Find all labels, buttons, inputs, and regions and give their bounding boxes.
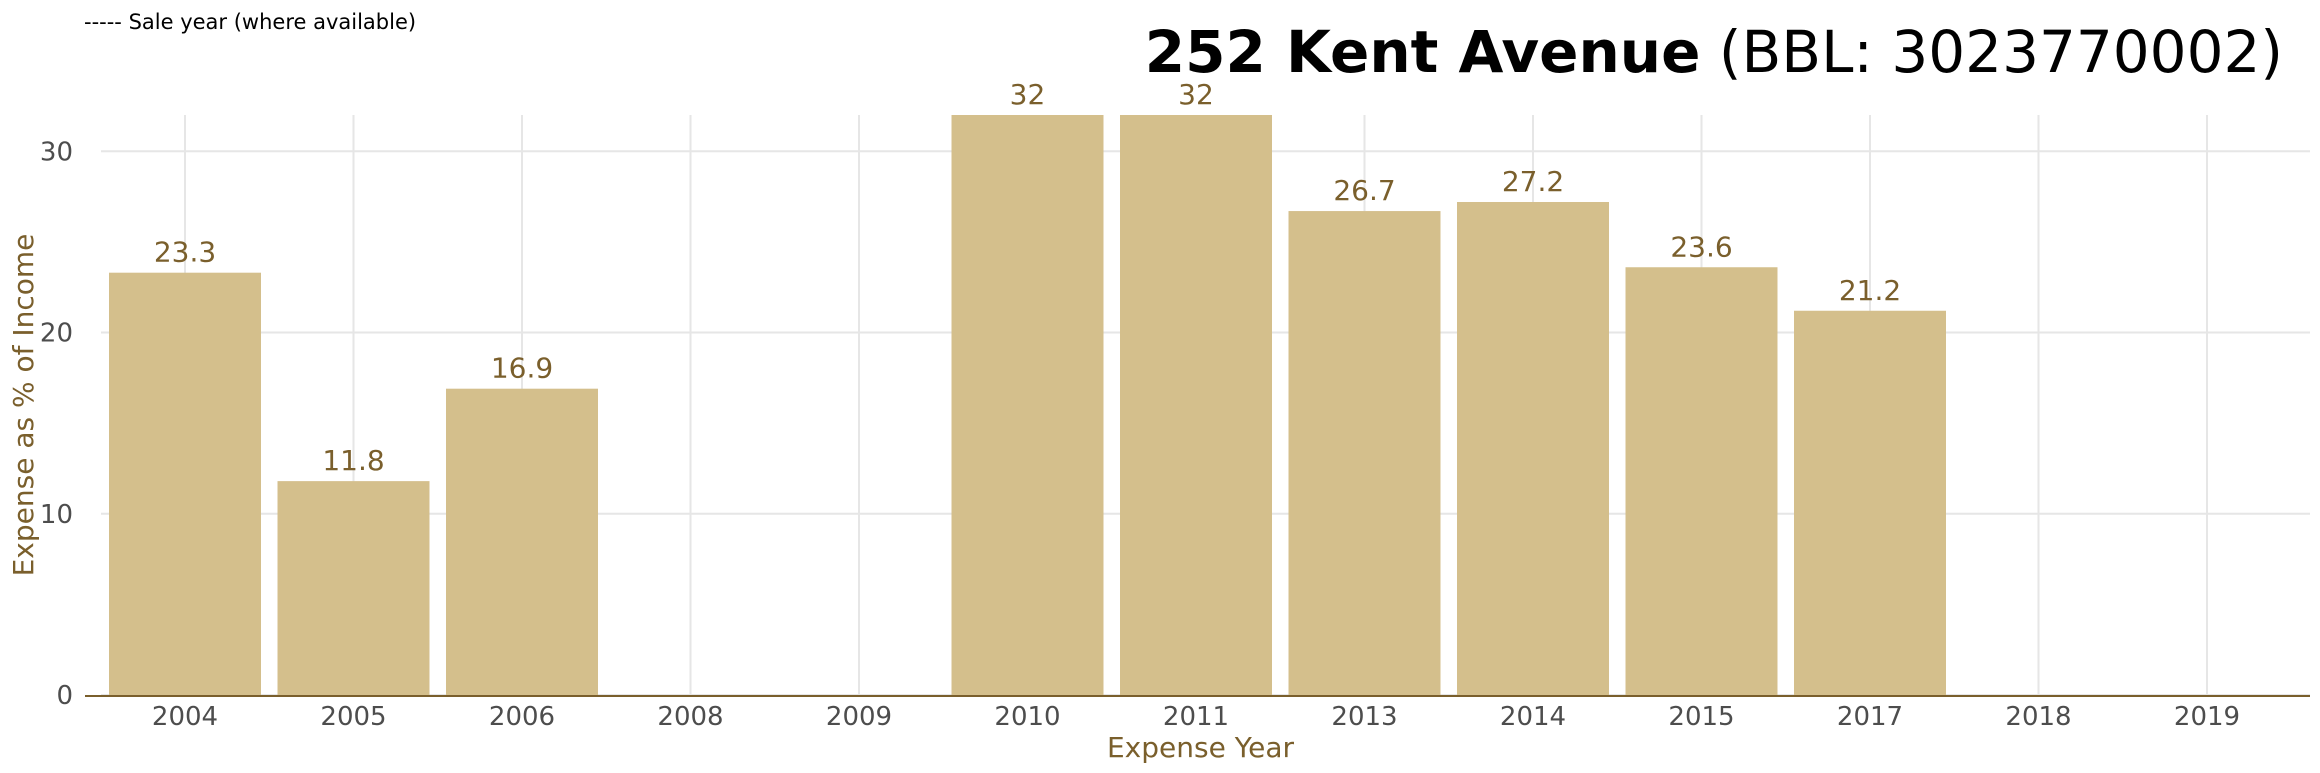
x-tick-label: 2019 bbox=[2174, 702, 2240, 732]
bar-value-label-2004: 23.3 bbox=[154, 236, 216, 269]
x-tick-label: 2017 bbox=[1837, 702, 1903, 732]
y-tick-label: 0 bbox=[56, 681, 73, 711]
chart-title: 252 Kent Avenue (BBL: 3023770002) bbox=[1145, 18, 2283, 86]
bar-2013 bbox=[1288, 211, 1441, 695]
bar-value-label-2017: 21.2 bbox=[1839, 274, 1901, 307]
bar-labels: 23.3 11.8 16.9 32 32 26.7 27.2 23.6 21.2 bbox=[154, 78, 1901, 477]
y-tick-label: 10 bbox=[40, 500, 73, 530]
bar-2011 bbox=[1120, 115, 1272, 695]
x-tick-label: 2013 bbox=[1331, 702, 1397, 732]
bar-2015 bbox=[1625, 267, 1778, 695]
x-tick-label: 2008 bbox=[657, 702, 723, 732]
bar-2014 bbox=[1457, 202, 1609, 695]
bar-value-label-2011: 32 bbox=[1178, 78, 1214, 111]
x-tick-label: 2014 bbox=[1500, 702, 1566, 732]
x-tick-label: 2015 bbox=[1668, 702, 1734, 732]
bar-value-label-2014: 27.2 bbox=[1502, 165, 1564, 198]
bar-value-label-2015: 23.6 bbox=[1670, 230, 1732, 263]
bar-2006 bbox=[446, 388, 598, 695]
bar-2010 bbox=[951, 115, 1104, 695]
bar-value-label-2006: 16.9 bbox=[491, 352, 553, 385]
sale-year-legend-note: ----- Sale year (where available) bbox=[84, 10, 417, 34]
bar-2005 bbox=[277, 481, 430, 695]
bar-value-label-2010: 32 bbox=[1010, 78, 1046, 111]
x-tick-label: 2006 bbox=[489, 702, 555, 732]
x-tick-label: 2004 bbox=[152, 702, 218, 732]
bar-2017 bbox=[1794, 310, 1946, 695]
title-bbl: (BBL: 3023770002) bbox=[1718, 18, 2283, 86]
x-tick-label: 2011 bbox=[1163, 702, 1229, 732]
y-tick-label: 30 bbox=[40, 137, 73, 167]
x-tick-label: 2009 bbox=[826, 702, 892, 732]
y-axis: 0 10 20 30 bbox=[40, 137, 73, 711]
bars bbox=[109, 115, 1946, 695]
y-tick-label: 20 bbox=[40, 319, 73, 349]
x-axis: 2004 2005 2006 2008 2009 2010 2011 2013 2014 2015… bbox=[152, 702, 2240, 732]
title-address: 252 Kent Avenue bbox=[1144, 18, 1701, 86]
x-tick-label: 2005 bbox=[320, 702, 386, 732]
bar-2004 bbox=[109, 272, 261, 695]
y-axis-title: Expense as % of Income bbox=[7, 234, 40, 577]
bar-value-label-2005: 11.8 bbox=[322, 444, 384, 477]
x-tick-label: 2018 bbox=[2005, 702, 2071, 732]
bar-value-label-2013: 26.7 bbox=[1333, 174, 1395, 207]
x-axis-title: Expense Year bbox=[1107, 731, 1294, 764]
x-tick-label: 2010 bbox=[994, 702, 1060, 732]
